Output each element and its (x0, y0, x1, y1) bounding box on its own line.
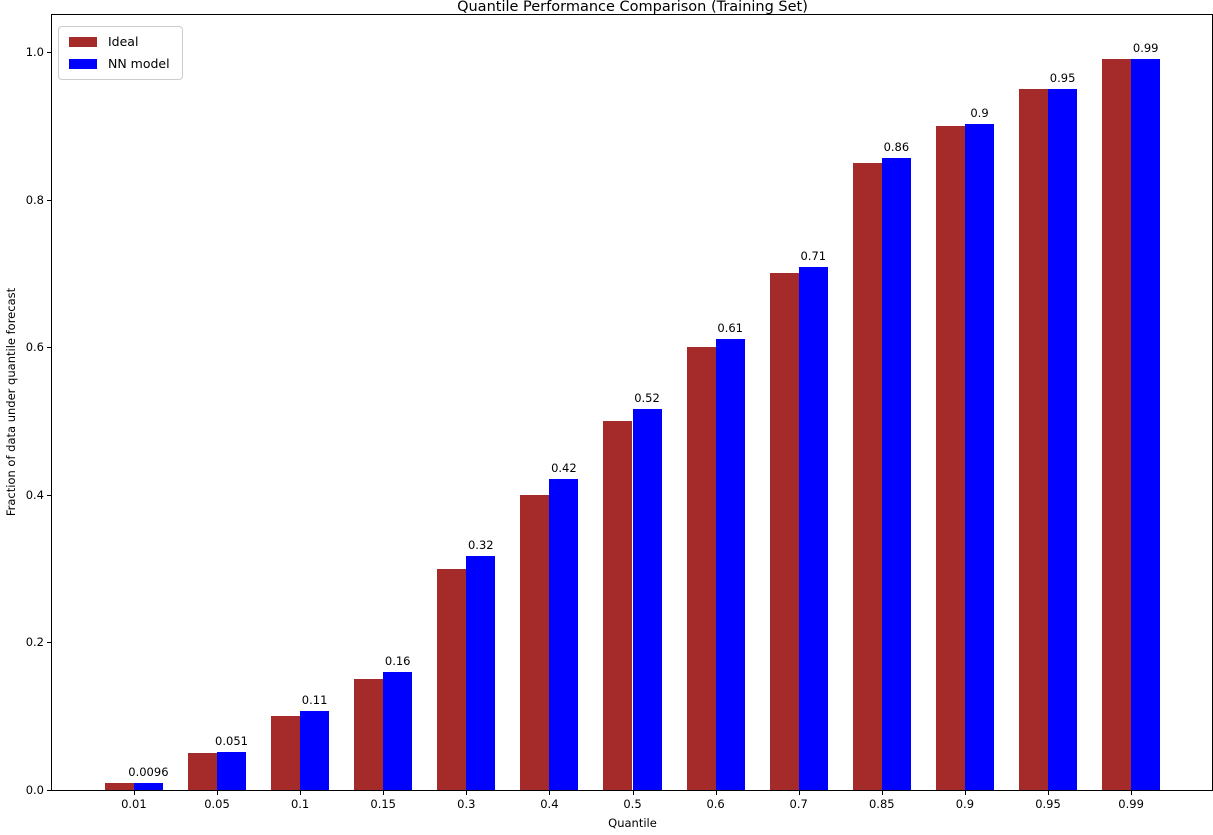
bar-value-label: 0.95 (1049, 70, 1076, 85)
y-tick (47, 494, 51, 496)
x-tick-label: 0.4 (540, 797, 559, 811)
bar-nn-model (1131, 59, 1161, 790)
bar-ideal (187, 753, 217, 790)
bar-ideal (271, 716, 301, 790)
bar-value-label: 0.9 (970, 105, 989, 120)
y-tick-label: 0.6 (25, 340, 44, 355)
bar-nn-model (881, 157, 911, 790)
x-tick (1131, 791, 1133, 795)
y-tick (47, 51, 51, 53)
bar-value-label: 0.61 (717, 321, 743, 335)
bar-ideal (686, 347, 716, 790)
x-tick-label: 0.15 (370, 797, 396, 811)
bar-ideal (1018, 88, 1048, 790)
axis-spine-top (51, 14, 1213, 15)
bar-ideal (603, 421, 633, 790)
y-tick (47, 790, 51, 791)
bar-value-label: 0.051 (215, 734, 248, 749)
x-tick (881, 791, 883, 795)
x-tick-label: 0.9 (955, 797, 975, 811)
y-tick-label: 0.2 (25, 635, 44, 650)
x-tick-label: 0.6 (706, 797, 725, 811)
bar-value-label: 0.32 (467, 538, 494, 552)
x-tick-label: 0.5 (623, 797, 642, 811)
bar-value-label: 0.11 (301, 693, 328, 707)
bar-nn-model (1048, 88, 1078, 790)
axis-spine-left (51, 14, 52, 791)
bar-value-label: 0.16 (384, 653, 411, 668)
y-tick (47, 199, 51, 201)
x-tick (715, 791, 717, 795)
bar-nn-model (466, 556, 496, 790)
legend-swatch-nn-model (69, 59, 97, 69)
bar-nn-model (133, 782, 163, 790)
bar-value-label: 0.71 (800, 248, 827, 263)
bar-nn-model (798, 266, 828, 790)
y-tick-label: 1.0 (25, 44, 44, 59)
chart-title: Quantile Performance Comparison (Trainin… (457, 0, 808, 15)
legend-label: NN model (108, 56, 170, 71)
axis-spine-bottom (51, 790, 1213, 791)
bar-ideal (437, 568, 467, 790)
bar-value-label: 0.52 (634, 391, 660, 406)
y-axis-label: Fraction of data under quantile forecast (4, 287, 18, 517)
bar-ideal (104, 782, 134, 790)
bar-nn-model (383, 671, 413, 790)
x-tick-label: 0.3 (457, 797, 476, 811)
legend-entry: NN model (69, 57, 170, 71)
bar-nn-model (300, 711, 330, 790)
x-tick (217, 791, 218, 795)
legend-swatch-ideal (69, 37, 97, 47)
x-tick (1048, 791, 1049, 795)
y-tick (47, 642, 51, 644)
bar-nn-model (715, 339, 745, 790)
bar-ideal (852, 162, 882, 790)
x-tick (466, 791, 468, 795)
bar-ideal (520, 494, 550, 790)
x-tick-label: 0.99 (1118, 797, 1144, 811)
x-tick (549, 791, 551, 795)
bar-nn-model (549, 478, 579, 790)
bar-nn-model (632, 409, 662, 790)
bar-value-label: 0.42 (551, 460, 577, 475)
x-tick (632, 791, 634, 795)
x-tick-label: 0.85 (868, 797, 895, 811)
bar-nn-model (964, 123, 994, 790)
x-tick (964, 791, 966, 795)
y-tick-label: 0.4 (25, 487, 44, 502)
x-tick-label: 0.05 (204, 797, 230, 811)
bar-nn-model (217, 752, 247, 790)
x-tick (133, 791, 135, 795)
bar-ideal (769, 273, 799, 790)
bar-value-label: 0.86 (883, 139, 910, 154)
legend-label: Ideal (108, 34, 139, 49)
bar-ideal (935, 125, 965, 790)
plot-area: 0.0096 0.051 0.11 0.16 0.32 0.42 0.52 0.61 0.71 0… (52, 15, 1213, 790)
y-tick-label: 0.0 (25, 783, 44, 797)
bar-value-label: 0.0096 (128, 764, 169, 779)
x-tick-label: 0.7 (789, 797, 808, 811)
bar-ideal (354, 679, 384, 790)
y-tick-label: 0.8 (25, 192, 44, 207)
legend: Ideal NN model (58, 26, 183, 80)
x-tick (383, 791, 385, 795)
x-tick-label: 0.1 (290, 797, 310, 811)
x-tick-label: 0.01 (121, 797, 147, 811)
bar-value-label: 0.99 (1132, 41, 1159, 56)
x-tick-label: 0.95 (1035, 797, 1061, 811)
bar-ideal (1102, 59, 1132, 790)
legend-entry: Ideal (69, 35, 170, 49)
y-tick (47, 347, 51, 349)
x-tick (798, 791, 800, 795)
x-tick (300, 791, 302, 795)
x-axis-label: Quantile (608, 816, 657, 830)
